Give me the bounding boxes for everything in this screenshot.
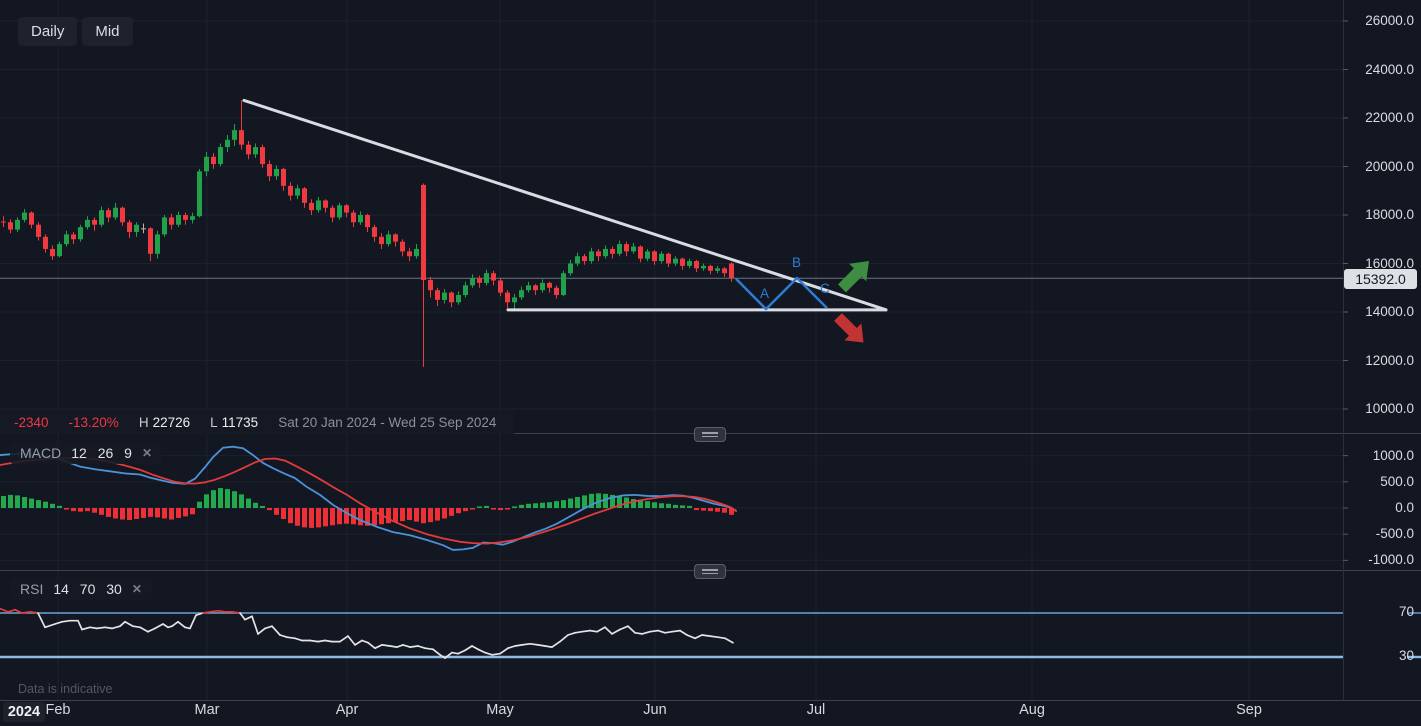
price-change-percent: -13.20% [68,414,119,430]
price-axis-tick: 10000.0 [1365,401,1414,416]
time-axis-label-apr: Apr [335,702,359,718]
macd-axis-tick: 0.0 [1395,500,1414,515]
time-axis-label-jul: Jul [806,702,826,718]
macd-axis-tick: -500.0 [1375,526,1414,542]
arrow-up-icon [838,261,869,293]
macd-axis-tick: -1000.0 [1368,552,1414,568]
ohlc-status-line: -2340 -13.20% H 22726 L 11735 Sat 20 Jan 2… [0,410,515,434]
macd-label: MACD [20,445,62,461]
macd-axis-tick: 1000.0 [1372,447,1414,463]
rsi-close-icon[interactable]: ✕ [131,582,142,596]
arrow-down-icon [834,313,864,343]
rsi-label: RSI [20,581,44,597]
date-range: Sat 20 Jan 2024 - Wed 25 Sep 2024 [278,414,497,430]
period-high: H 22726 [138,414,191,430]
time-axis-label-feb: Feb [45,702,71,718]
timeframe-toolbar: Daily Mid [18,17,133,46]
data-indicative-note: Data is indicative [18,682,113,696]
time-axis-label-mar: Mar [194,702,220,718]
macd-close-icon[interactable]: ✕ [141,446,153,460]
time-axis-label-jun: Jun [643,702,667,718]
time-axis-label-aug: Aug [1019,702,1045,718]
panel-resize-handle-rsi[interactable] [694,564,726,579]
pattern-label-b: B [792,255,801,270]
timeframe-daily-button[interactable]: Daily [18,17,78,46]
price-change: -2340 [14,414,49,430]
price-axis-tick: 12000.0 [1365,352,1414,368]
rsi-indicator-legend[interactable]: RSI 14 70 30 ✕ [10,578,152,600]
panel-resize-handle-macd[interactable] [694,427,726,442]
rsi-axis-tick: 70 [1398,604,1414,619]
period-low: L 11735 [210,414,259,430]
macd-params: 12 26 9 [71,445,132,461]
rsi-axis-tick: 30 [1398,648,1414,663]
price-axis-tick: 18000.0 [1365,207,1414,222]
price-axis-tick: 24000.0 [1365,61,1414,77]
price-axis-tick: 22000.0 [1365,110,1414,125]
timeframe-mid-button[interactable]: Mid [82,17,133,46]
macd-indicator-legend[interactable]: MACD 12 26 9 ✕ [10,442,163,464]
price-axis-tick: 14000.0 [1365,304,1414,319]
last-price-label: 15392.0 [1344,268,1417,289]
time-axis-label-sep: Sep [1236,702,1262,718]
price-axis-tick: 26000.0 [1365,13,1414,28]
price-axis-tick: 16000.0 [1365,255,1414,271]
price-axis-tick: 20000.0 [1365,158,1414,174]
macd-axis-tick: 500.0 [1380,473,1414,489]
pattern-label-c: C [820,281,830,296]
rsi-params: 14 70 30 [53,581,122,597]
time-axis-label-may: May [486,702,514,718]
time-axis-label-2024: 2024 [3,702,45,722]
pattern-label-a: A [760,286,769,301]
